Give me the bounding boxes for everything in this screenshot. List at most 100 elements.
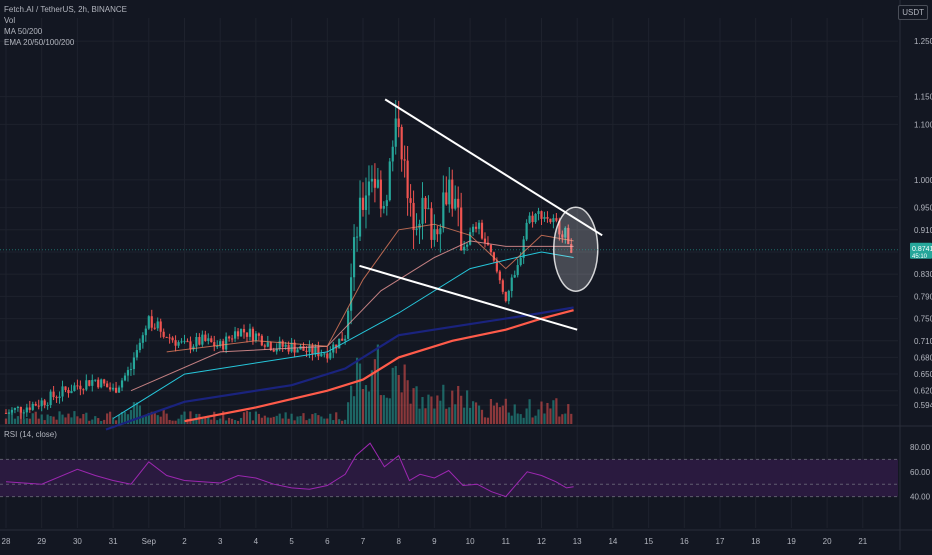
- volume-bar: [361, 389, 365, 424]
- time-tick-label: 17: [716, 537, 725, 546]
- time-tick-label: 30: [73, 537, 82, 546]
- ma-indicator-label[interactable]: MA 50/200: [4, 27, 43, 36]
- volume-bar: [355, 357, 359, 424]
- volume-bar: [141, 417, 144, 424]
- volume-bar: [534, 415, 537, 424]
- volume-bar: [516, 413, 519, 424]
- price-tick-label: 0.830: [914, 270, 932, 279]
- volume-bar: [537, 409, 540, 424]
- volume-bar: [114, 420, 118, 424]
- volume-indicator-label[interactable]: Vol: [4, 16, 16, 25]
- candle-body: [352, 237, 356, 278]
- candle-body: [528, 215, 531, 223]
- volume-bar: [180, 414, 183, 424]
- candle-body: [97, 379, 100, 388]
- candle-body: [43, 400, 46, 406]
- candle-body: [141, 335, 144, 343]
- candle-body: [233, 331, 237, 339]
- candle-body: [370, 178, 374, 182]
- time-tick-label: 7: [361, 537, 366, 546]
- volume-bar: [201, 417, 204, 424]
- rsi-tick-label: 80.00: [910, 443, 931, 452]
- volume-bar: [123, 412, 127, 424]
- volume-bar: [367, 391, 371, 424]
- candle-body: [156, 321, 159, 329]
- volume-bar: [248, 411, 252, 424]
- candle-body: [16, 406, 19, 409]
- volume-bar: [546, 402, 549, 424]
- volume-bar: [85, 412, 88, 424]
- candle-body: [430, 208, 433, 240]
- volume-bar: [126, 414, 130, 424]
- volume-bar: [31, 413, 34, 424]
- price-tick-label: 0.790: [914, 292, 932, 301]
- candle-body: [507, 290, 510, 302]
- volume-bar: [326, 418, 329, 424]
- volume-bar: [132, 402, 136, 424]
- candle-body: [183, 341, 186, 343]
- time-tick-label: 4: [254, 537, 259, 546]
- candle-body: [442, 192, 445, 229]
- volume-bar: [94, 416, 97, 424]
- currency-button[interactable]: USDT: [898, 5, 928, 20]
- time-tick-label: 5: [289, 537, 294, 546]
- volume-bar: [442, 384, 445, 424]
- volume-bar: [25, 418, 28, 424]
- candle-body: [189, 341, 192, 350]
- candle-body: [266, 342, 269, 347]
- candle-body: [436, 229, 439, 235]
- candle-body: [376, 179, 379, 188]
- candle-body: [534, 213, 537, 223]
- volume-bar: [471, 401, 475, 424]
- time-tick-label: 28: [2, 537, 11, 546]
- price-tick-label: 0.620: [914, 387, 932, 396]
- candle-body: [433, 229, 436, 240]
- candle-body: [85, 380, 88, 390]
- candle-body: [88, 380, 91, 386]
- volume-bar: [403, 364, 406, 424]
- volume-bar: [555, 398, 558, 424]
- volume-bar: [528, 399, 531, 424]
- candle-body: [355, 236, 359, 238]
- volume-bar: [64, 417, 67, 424]
- candle-body: [55, 397, 58, 399]
- candle-body: [10, 409, 14, 413]
- price-tick-label: 0.910: [914, 226, 932, 235]
- volume-bar: [165, 413, 168, 424]
- time-tick-label: 2: [182, 537, 187, 546]
- candle-body: [400, 126, 403, 160]
- volume-bar: [231, 418, 234, 424]
- candle-body: [364, 195, 368, 210]
- rsi-tick-label: 60.00: [910, 468, 931, 477]
- candle-body: [34, 403, 37, 406]
- volume-bar: [314, 413, 317, 424]
- candle-body: [138, 342, 141, 351]
- time-tick-label: 13: [573, 537, 582, 546]
- volume-bar: [421, 397, 424, 424]
- ema-indicator-label[interactable]: EMA 20/50/100/200: [4, 38, 75, 47]
- volume-bar: [448, 407, 451, 424]
- candle-body: [109, 387, 112, 390]
- candle-body: [385, 200, 388, 207]
- candle-body: [466, 244, 469, 247]
- symbol-title[interactable]: Fetch.AI / TetherUS, 2h, BINANCE: [4, 5, 128, 14]
- volume-bar: [388, 398, 391, 424]
- rsi-indicator-label[interactable]: RSI (14, close): [4, 430, 57, 439]
- time-tick-label: 10: [466, 537, 475, 546]
- candle-body: [73, 385, 76, 392]
- volume-bar: [269, 417, 272, 424]
- volume-bar: [91, 419, 94, 424]
- candle-body: [129, 369, 133, 371]
- candle-body: [150, 316, 153, 328]
- candle-body: [91, 380, 94, 386]
- ema100-line: [112, 251, 574, 419]
- volume-bar: [97, 418, 100, 424]
- time-tick-label: 29: [37, 537, 46, 546]
- candle-body: [344, 338, 347, 341]
- candle-body: [549, 218, 552, 223]
- volume-bar: [525, 408, 528, 424]
- volume-bar: [13, 418, 17, 424]
